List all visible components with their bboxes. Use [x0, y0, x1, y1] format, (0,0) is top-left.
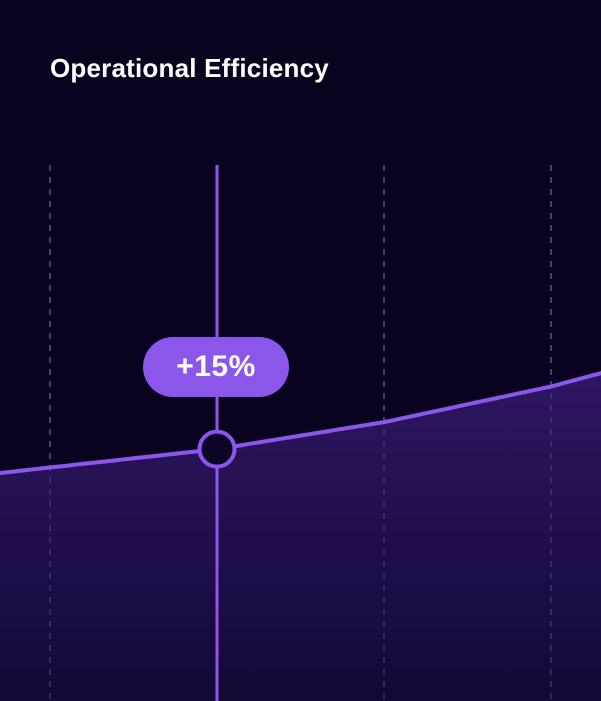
chart-title: Operational Efficiency — [50, 53, 329, 83]
area-fill — [0, 373, 601, 701]
highlight-badge: +15% — [143, 337, 289, 397]
highlight-point — [197, 429, 237, 469]
series-line — [0, 371, 601, 475]
